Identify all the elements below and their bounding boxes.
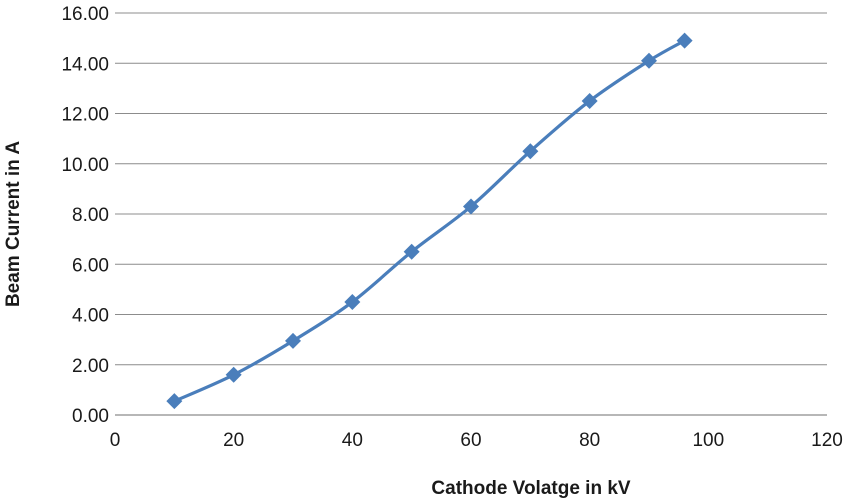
y-tick-label: 2.00 bbox=[72, 356, 109, 377]
y-tick-label: 4.00 bbox=[72, 306, 109, 327]
y-tick-label: 16.00 bbox=[61, 4, 109, 25]
data-point-marker bbox=[641, 52, 657, 69]
x-tick-label: 120 bbox=[811, 430, 843, 451]
data-point-marker bbox=[285, 332, 301, 349]
x-axis-tick-labels: 0 20 40 60 80 100 120 bbox=[110, 430, 843, 451]
data-point-marker bbox=[522, 143, 539, 160]
data-point-marker bbox=[166, 393, 183, 410]
x-tick-label: 80 bbox=[579, 430, 600, 451]
y-tick-label: 14.00 bbox=[61, 54, 109, 75]
y-tick-label: 6.00 bbox=[72, 255, 109, 276]
y-tick-label: 10.00 bbox=[61, 155, 109, 176]
data-point-marker bbox=[403, 243, 420, 260]
y-axis-title: Beam Current in A bbox=[3, 141, 24, 307]
y-axis-tick-labels: 0.00 2.00 4.00 6.00 8.00 10.00 12.00 14.00 16.00 bbox=[61, 4, 109, 427]
data-point-marker bbox=[463, 198, 479, 215]
y-tick-label: 8.00 bbox=[72, 205, 109, 226]
x-tick-label: 60 bbox=[460, 430, 481, 451]
x-tick-label: 100 bbox=[692, 430, 724, 451]
y-tick-label: 12.00 bbox=[61, 105, 109, 126]
series-line bbox=[172, 39, 687, 403]
data-point-marker bbox=[581, 92, 598, 109]
y-tick-label: 0.00 bbox=[72, 406, 109, 427]
data-point-marker bbox=[225, 366, 242, 383]
data-point-marker bbox=[344, 293, 361, 310]
x-tick-label: 0 bbox=[110, 430, 121, 451]
x-tick-label: 40 bbox=[342, 430, 363, 451]
x-tick-label: 20 bbox=[223, 430, 244, 451]
data-series bbox=[166, 32, 693, 410]
data-point-marker bbox=[676, 32, 693, 49]
x-axis-title: Cathode Volatge in kV bbox=[431, 478, 631, 499]
